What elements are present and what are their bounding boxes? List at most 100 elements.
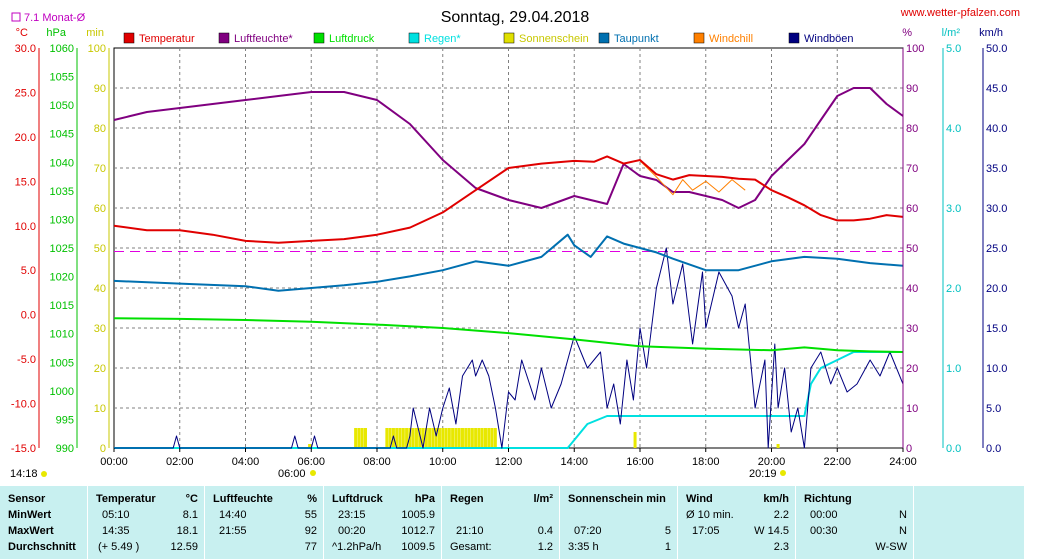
- sunshine-bar: [470, 428, 474, 448]
- humidity-unit: %: [902, 27, 912, 39]
- tick-label: 4.0: [946, 123, 961, 135]
- tick-label: 70: [94, 163, 106, 175]
- sunset-icon: [780, 470, 786, 476]
- legend-swatch: [218, 32, 230, 44]
- wind-avg-val: 2.3: [773, 541, 789, 553]
- axes: 30.0 25.0 20.0 15.0 10.0 5.0 0.0 -5.0 -10.0 -15.0…: [11, 43, 1008, 468]
- legend-swatch: [313, 32, 325, 44]
- tick-label: 80: [906, 123, 918, 135]
- legend-swatch: [693, 32, 705, 44]
- hum-max-time: 21:55: [219, 525, 247, 537]
- sunset-label: 20:19: [749, 468, 777, 480]
- sunshine-bar: [493, 428, 497, 448]
- wind-max-time: 17:05: [692, 525, 720, 537]
- press-max-val: 1012.7: [401, 525, 435, 537]
- row-labels: Sensor MinWert MaxWert Durchschnitt: [0, 486, 86, 559]
- tick-label: 30.0: [986, 203, 1007, 215]
- sunshine-bar: [363, 428, 367, 448]
- tick-label: 25.0: [986, 243, 1007, 255]
- tick-label: 990: [56, 443, 74, 455]
- sunshine-bar: [441, 428, 445, 448]
- wind-avg10-val: 2.2: [773, 509, 789, 521]
- tick-label: 30: [906, 323, 918, 335]
- sunshine-bar: [776, 444, 780, 448]
- tick-label: 0.0: [946, 443, 961, 455]
- sunshine-bar: [467, 428, 471, 448]
- x-tick-label: 22:00: [823, 456, 851, 468]
- tick-label: 3.0: [946, 203, 961, 215]
- chart-title: Sonntag, 29.04.2018: [441, 9, 590, 26]
- temp-header: Temperatur: [96, 493, 156, 505]
- x-tick-label: 20:00: [758, 456, 786, 468]
- sunshine-bar: [474, 428, 478, 448]
- tick-label: 20.0: [15, 132, 36, 144]
- tick-label: 30: [94, 323, 106, 335]
- x-tick-label: 04:00: [232, 456, 260, 468]
- sun-markers: 14:18 06:00 20:19: [10, 468, 786, 480]
- tick-label: 90: [94, 83, 106, 95]
- x-tick-label: 24:00: [889, 456, 917, 468]
- tick-label: 1060: [50, 43, 74, 55]
- tick-label: 90: [906, 83, 918, 95]
- tick-label: 100: [906, 43, 924, 55]
- sunshine-bar: [434, 428, 438, 448]
- plot-area: [113, 47, 904, 449]
- sunshine-bar: [487, 428, 491, 448]
- x-tick-label: 00:00: [100, 456, 128, 468]
- hum-max-val: 92: [304, 525, 317, 537]
- tick-label: 50: [906, 243, 918, 255]
- sunshine-bar: [385, 428, 389, 448]
- sunshine-bar: [360, 428, 364, 448]
- series-line: [113, 87, 904, 209]
- wind-header: Wind: [686, 493, 713, 505]
- sunshine-bar: [444, 428, 448, 448]
- press-max-time: 00:20: [338, 525, 366, 537]
- minutes-unit: min: [86, 27, 104, 39]
- tick-label: 60: [906, 203, 918, 215]
- hum-min-val: 55: [304, 509, 317, 521]
- sun-max-val: 5: [664, 525, 671, 537]
- rain-max-time: 21:10: [456, 525, 484, 537]
- temperature-column: Temperatur °C 05:10 8.1 14:35 18.1 (+ 5.…: [87, 486, 204, 559]
- press-header: Luftdruck: [332, 493, 383, 505]
- sun-header: Sonnenschein min: [568, 493, 666, 505]
- tick-label: 30.0: [15, 43, 36, 55]
- empty-column: [913, 486, 1024, 559]
- sunshine-bar: [308, 444, 312, 448]
- sunshine-bar: [447, 428, 451, 448]
- tick-label: 20: [906, 363, 918, 375]
- legend-label: Regen*: [424, 33, 461, 45]
- series-line: [114, 247, 904, 449]
- legend-label: Luftfeuchte*: [234, 33, 293, 45]
- sunshine-bar: [357, 428, 361, 448]
- wind-unit: km/h: [979, 27, 1003, 39]
- press-min-val: 1005.9: [401, 509, 435, 521]
- website-label: www.wetter-pfalzen.com: [900, 7, 1020, 19]
- rain-header-unit: l/m²: [533, 493, 553, 505]
- tick-label: 15.0: [15, 176, 36, 188]
- tick-label: 1025: [50, 243, 74, 255]
- x-tick-label: 08:00: [363, 456, 391, 468]
- legend-swatch: [788, 32, 800, 44]
- last-time-label: 14:18: [10, 468, 38, 480]
- direction-column: Richtung 00:00 N 00:30 N W-SW: [795, 486, 913, 559]
- tick-label: 80: [94, 123, 106, 135]
- tick-label: 0: [906, 443, 912, 455]
- tick-label: 1040: [50, 157, 74, 169]
- tick-label: 50.0: [986, 43, 1007, 55]
- sunshine-bar: [437, 428, 441, 448]
- temp-max-time: 14:35: [102, 525, 130, 537]
- series-line: [639, 160, 746, 196]
- tick-label: 5.0: [946, 43, 961, 55]
- tick-label: 1055: [50, 72, 74, 84]
- series-line: [113, 233, 904, 292]
- sunshine-bar: [464, 428, 468, 448]
- sunshine-bar: [451, 428, 455, 448]
- tick-label: 100: [88, 43, 106, 55]
- tick-label: 1010: [50, 329, 74, 341]
- sunshine-bar: [354, 428, 358, 448]
- sunshine-bar: [480, 428, 484, 448]
- label-sensor: Sensor: [8, 493, 46, 505]
- legend-label: Windchill: [709, 33, 753, 45]
- wind-max-val: W 14.5: [754, 525, 789, 537]
